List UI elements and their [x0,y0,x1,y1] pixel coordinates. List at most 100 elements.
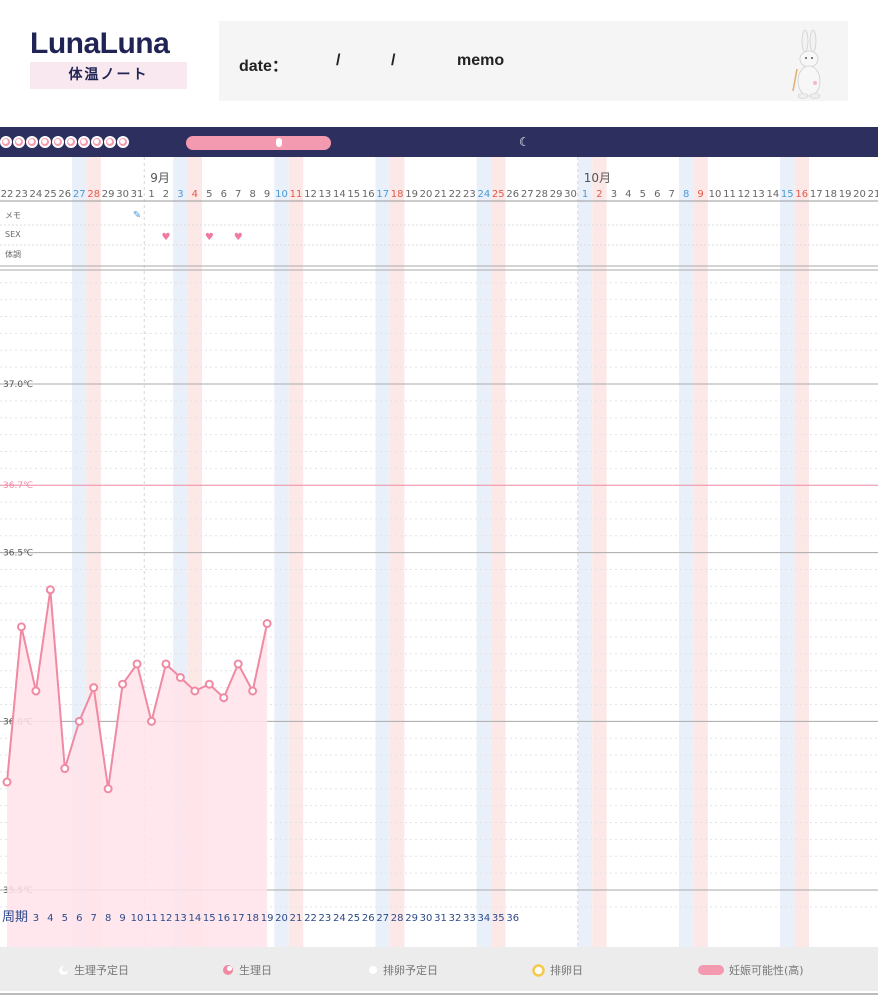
cycle-day-number: 30 [420,913,433,924]
period-moon-icon [65,136,77,148]
legend-predicted-ovulation: 排卵予定日 [368,962,438,978]
cycle-day-number: 8 [105,913,111,924]
temperature-point [118,679,128,689]
temperature-point [161,659,171,669]
day-number: 21 [868,189,878,200]
cycle-day-number: 26 [362,913,375,924]
date-label: date： [239,58,288,75]
cycle-day-number: 7 [91,913,97,924]
temperature-point [248,686,258,696]
temperature-point [2,777,12,787]
cycle-day-number: 10 [131,913,144,924]
weekend-column-blue [375,157,390,947]
app-header: LunaLuna 体温ノート date： / / memo [0,0,878,127]
yellow-ring-icon [532,963,545,977]
period-moon-icon [13,136,25,148]
day-number: 14 [766,189,779,200]
legend-label: 妊娠可能性(高) [729,964,804,977]
heart-icon: ♥ [234,232,243,243]
day-number: 25 [44,189,57,200]
day-number: 6 [221,189,227,200]
period-moon-icon [52,136,64,148]
period-moon-icon [78,136,90,148]
weekend-column-blue [274,157,289,947]
day-number: 6 [654,189,660,200]
logo: LunaLuna 体温ノート [30,28,190,89]
cycle-day-number: 15 [203,913,216,924]
day-number: 8 [683,189,689,200]
cycle-day-number: 5 [62,913,68,924]
cycle-day-number: 18 [246,913,259,924]
cycle-day-number: 36 [506,913,519,924]
cycle-day-number: 17 [232,913,245,924]
day-number: 9 [697,189,703,200]
temperature-point [204,679,214,689]
sex-row-label: SEX [5,230,21,239]
day-number: 31 [131,189,144,200]
day-number: 16 [362,189,375,200]
day-number: 23 [463,189,476,200]
cycle-day-number: 21 [290,913,303,924]
temperature-point [147,716,156,726]
cycle-day-number: 11 [145,913,158,924]
day-number: 15 [347,189,360,200]
white-moon-icon [59,965,68,975]
date-slash-1: / [336,52,341,69]
pink-pill-icon [698,965,724,975]
legend-label: 生理日 [239,964,272,977]
day-number: 17 [810,189,823,200]
day-number: 24 [477,189,490,200]
logo-subtitle: 体温ノート [30,62,187,89]
temp-axis-label: 36.7℃ [3,481,33,491]
day-number: 4 [625,189,631,200]
day-number: 20 [853,189,866,200]
day-number: 25 [492,189,505,200]
day-number: 11 [290,189,303,200]
day-number: 21 [434,189,447,200]
day-number: 4 [192,189,198,200]
weekend-column-blue [780,157,795,947]
day-number: 2 [596,189,602,200]
weekend-column-red [389,157,405,947]
day-number: 30 [116,189,129,200]
day-number: 1 [148,189,154,200]
day-number: 3 [177,189,183,200]
cycle-day-number: 19 [261,913,274,924]
day-number: 27 [521,189,534,200]
day-number: 7 [235,189,241,200]
day-number: 27 [73,189,86,200]
temperature-point [45,585,55,595]
cycle-day-number: 22 [304,913,317,924]
day-number: 5 [640,189,646,200]
cycle-day-number: 14 [188,913,201,924]
heart-icon: ♥ [161,232,170,243]
day-number: 22 [1,189,14,200]
day-number: 28 [535,189,548,200]
temperature-chart[interactable]: 9月 10月 22 23 24 25 26 27 28 29 30 31 1 2 3 4 5 6 7 8 9 10 11 12… [0,157,878,947]
temperature-point [74,716,84,726]
day-number: 3 [611,189,617,200]
legend-period: 生理日 [222,962,272,978]
temp-axis-label: 36.5℃ [3,549,33,559]
cycle-day-number: 13 [174,913,187,924]
cycle-day-number: 34 [477,913,490,924]
date-memo-box: date： / / memo [219,21,848,101]
date-slash-2: / [391,52,396,69]
logo-text: LunaLuna [30,27,170,60]
period-day-markers [0,136,129,149]
temperature-point [190,686,200,696]
cycle-label: 周期 [2,910,28,925]
day-number: 12 [738,189,751,200]
cycle-day-number: 29 [405,913,418,924]
day-number: 8 [249,189,255,200]
day-number: 19 [839,189,852,200]
day-number: 30 [564,189,577,200]
rabbit-mascot-icon [792,29,821,99]
legend-label: 生理予定日 [74,964,129,977]
memo-label: memo [457,52,505,69]
day-number: 2 [163,189,169,200]
day-number: 29 [550,189,563,200]
day-number: 20 [420,189,433,200]
weekend-column-red [288,157,304,947]
temperature-point [60,764,70,774]
